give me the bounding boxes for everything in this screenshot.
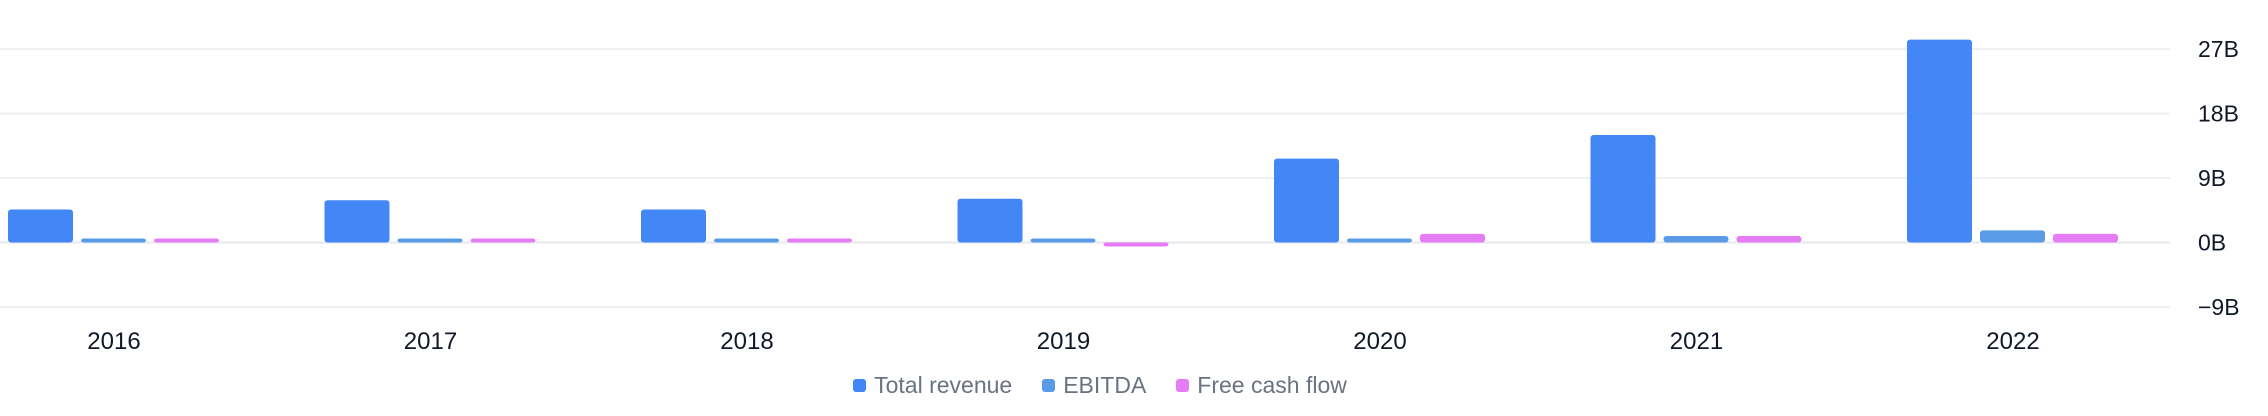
bar[interactable] — [957, 198, 1023, 243]
bar[interactable] — [1980, 230, 2045, 243]
y-tick-label: 27B — [2198, 36, 2239, 62]
x-tick-label: 2018 — [720, 328, 773, 355]
bar[interactable] — [1736, 236, 1802, 243]
x-tick-label: 2019 — [1037, 328, 1090, 355]
y-tick-label: −9B — [2198, 294, 2240, 320]
bar[interactable] — [2053, 233, 2118, 243]
legend: Total revenue EBITDA Free cash flow — [0, 372, 2200, 399]
bar[interactable] — [1274, 158, 1339, 243]
bar[interactable] — [641, 209, 706, 243]
gridlines — [0, 48, 2170, 308]
legend-item-ebitda[interactable]: EBITDA — [1042, 372, 1146, 399]
bar[interactable] — [1420, 233, 1485, 243]
bar[interactable] — [714, 238, 779, 243]
legend-item-free-cash-flow[interactable]: Free cash flow — [1176, 372, 1347, 399]
legend-item-total-revenue[interactable]: Total revenue — [853, 372, 1012, 399]
bars — [8, 39, 2118, 247]
x-tick-label: 2017 — [404, 328, 457, 355]
x-tick-label: 2021 — [1670, 328, 1723, 355]
bar[interactable] — [81, 238, 146, 243]
bar[interactable] — [324, 200, 390, 243]
x-tick-label: 2022 — [1986, 328, 2039, 355]
bar[interactable] — [470, 238, 536, 243]
bar[interactable] — [1663, 236, 1729, 243]
x-tick-label: 2020 — [1353, 328, 1406, 355]
legend-label: Total revenue — [874, 372, 1013, 398]
bar[interactable] — [787, 238, 852, 243]
x-axis-ticks: 2016 2017 2018 2019 2020 2021 2022 — [87, 328, 2039, 355]
y-tick-label: 9B — [2198, 165, 2226, 191]
bar[interactable] — [1103, 242, 1169, 247]
legend-swatch — [853, 379, 867, 392]
legend-swatch — [1176, 379, 1190, 392]
legend-label: EBITDA — [1063, 372, 1147, 398]
y-axis-ticks: 27B 18B 9B 0B −9B — [2198, 36, 2240, 320]
bar[interactable] — [1030, 238, 1096, 243]
legend-swatch — [1042, 379, 1056, 392]
bar[interactable] — [1907, 39, 1972, 243]
legend-label: Free cash flow — [1197, 372, 1347, 398]
bar[interactable] — [1590, 135, 1656, 243]
bar[interactable] — [8, 209, 73, 243]
bar[interactable] — [1347, 238, 1412, 243]
x-tick-label: 2016 — [87, 328, 140, 355]
bar[interactable] — [154, 238, 219, 243]
y-tick-label: 18B — [2198, 101, 2239, 127]
y-tick-label: 0B — [2198, 230, 2226, 256]
bar[interactable] — [397, 238, 463, 243]
